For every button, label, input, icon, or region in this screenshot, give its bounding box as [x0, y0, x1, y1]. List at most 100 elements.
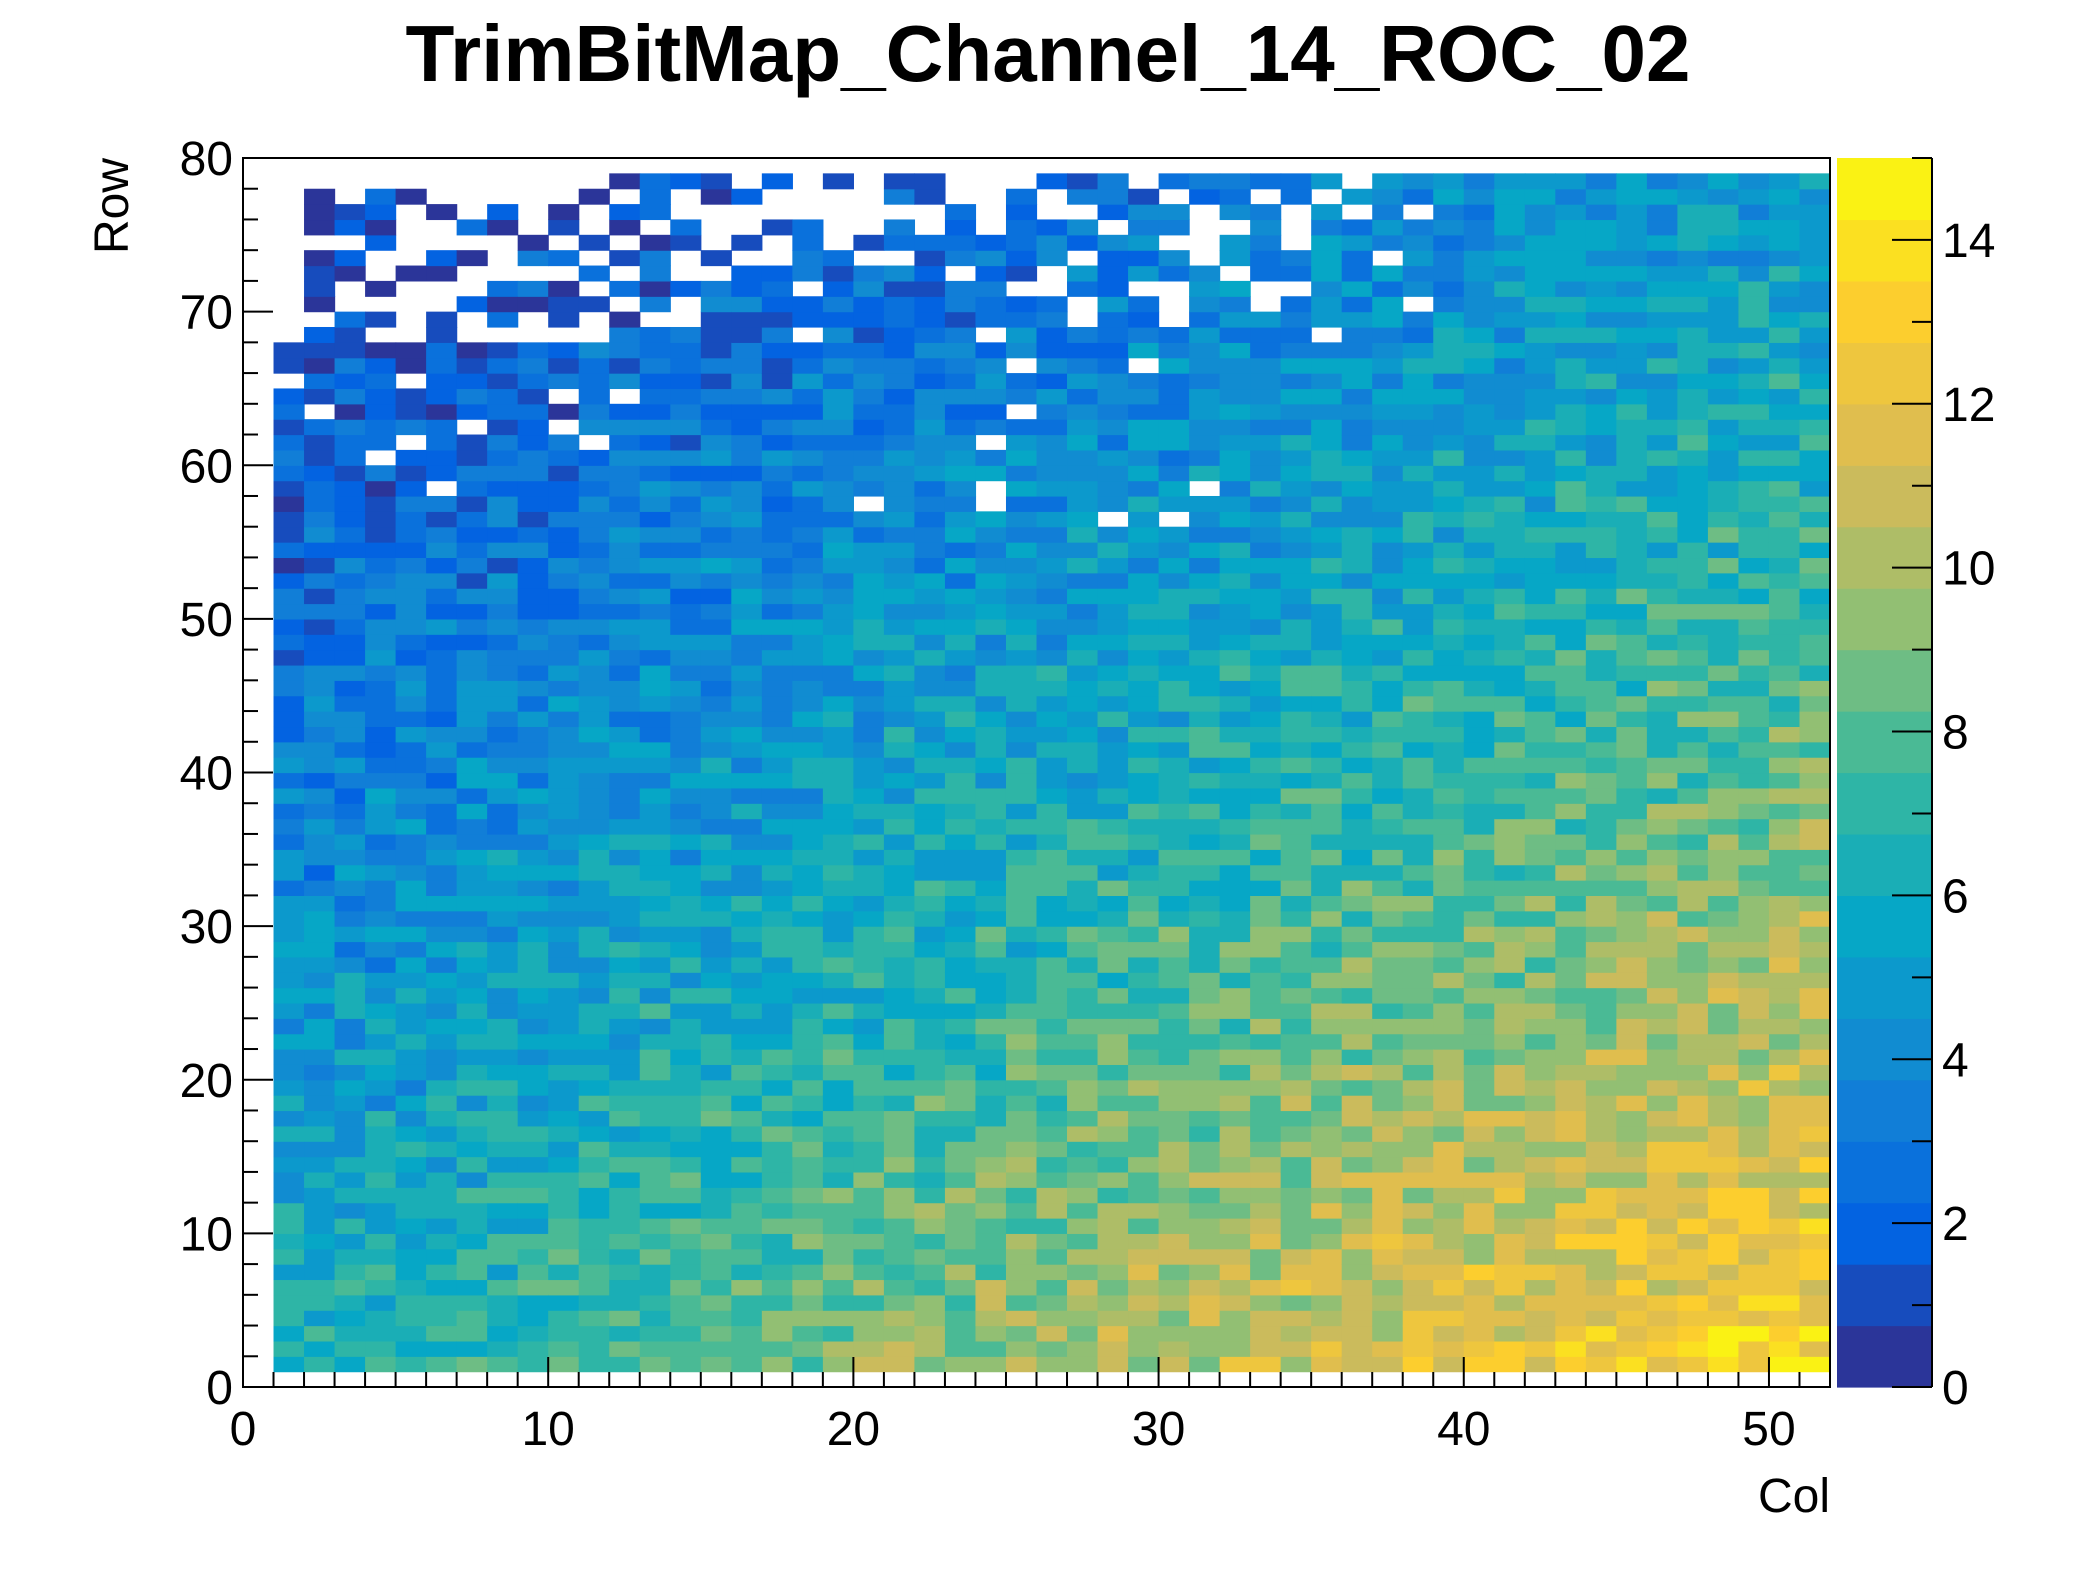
heatmap-cell — [609, 1125, 641, 1142]
heatmap-cell — [1799, 542, 1831, 559]
heatmap-cell — [304, 787, 336, 804]
heatmap-cell — [1341, 542, 1373, 559]
heatmap-cell — [822, 603, 854, 620]
heatmap-cell — [395, 634, 427, 651]
heatmap-cell — [426, 1218, 458, 1234]
heatmap-cell — [1067, 1018, 1099, 1035]
heatmap-cell — [1494, 618, 1526, 635]
heatmap-cell — [609, 680, 641, 697]
heatmap-cell — [914, 1125, 946, 1142]
heatmap-cell — [1067, 1310, 1099, 1327]
heatmap-cell — [822, 618, 854, 635]
heatmap-cell — [426, 342, 458, 359]
heatmap-cell — [1555, 1325, 1587, 1342]
heatmap-cell — [1158, 357, 1190, 374]
heatmap-cell — [395, 849, 427, 866]
heatmap-cell — [1097, 910, 1129, 927]
heatmap-cell — [853, 711, 885, 728]
heatmap-cell — [1524, 680, 1556, 697]
heatmap-cells — [273, 173, 1831, 1373]
heatmap-cell — [1677, 1171, 1709, 1188]
heatmap-cell — [487, 1264, 519, 1281]
heatmap-cell — [1128, 1233, 1160, 1250]
heatmap-cell — [944, 1294, 977, 1311]
heatmap-cell — [1585, 1079, 1617, 1096]
heatmap-cell — [1128, 326, 1160, 343]
heatmap-cell — [1280, 1325, 1312, 1342]
heatmap-cell — [365, 480, 397, 497]
heatmap-cell — [700, 480, 732, 497]
heatmap-cell — [517, 1202, 549, 1219]
heatmap-cell — [822, 741, 854, 758]
heatmap-cell — [1189, 1018, 1221, 1035]
heatmap-cell — [578, 649, 610, 666]
heatmap-cell — [1402, 250, 1434, 267]
heatmap-cell — [1311, 1202, 1343, 1219]
heatmap-cell — [1097, 1202, 1129, 1219]
heatmap-cell — [1158, 987, 1190, 1004]
heatmap-cell — [1738, 311, 1770, 328]
heatmap-cell — [1067, 373, 1099, 390]
heatmap-cell — [822, 511, 854, 528]
heatmap-cell — [1524, 1279, 1556, 1296]
heatmap-cell — [1311, 956, 1343, 973]
heatmap-cell — [1463, 1079, 1495, 1096]
heatmap-cell — [1341, 1325, 1373, 1342]
heatmap-cell — [1402, 542, 1434, 559]
heatmap-cell — [395, 419, 427, 436]
heatmap-cell — [1128, 1325, 1160, 1342]
heatmap-cell — [1768, 480, 1801, 497]
heatmap-cell — [1616, 511, 1648, 528]
heatmap-cell — [1707, 1325, 1740, 1342]
heatmap-cell — [1311, 987, 1343, 1004]
heatmap-cell — [1341, 603, 1373, 620]
heatmap-cell — [1433, 941, 1465, 958]
heatmap-cell — [395, 695, 427, 712]
heatmap-cell — [1402, 1033, 1434, 1050]
heatmap-cell — [273, 772, 305, 789]
heatmap-cell — [1524, 495, 1556, 512]
heatmap-cell — [1433, 280, 1465, 297]
heatmap-cell — [1158, 1064, 1190, 1081]
heatmap-cell — [1097, 833, 1129, 850]
heatmap-cell — [1250, 1264, 1282, 1281]
heatmap-cell — [1372, 1125, 1404, 1142]
heatmap-cell — [853, 1049, 885, 1065]
heatmap-cell — [1768, 772, 1801, 789]
heatmap-cell — [1402, 557, 1434, 574]
heatmap-cell — [1372, 265, 1404, 282]
heatmap-cell — [700, 818, 732, 835]
heatmap-cell — [1372, 1279, 1404, 1296]
heatmap-cell — [1158, 956, 1190, 973]
heatmap-cell — [1280, 634, 1312, 651]
heatmap-cell — [1250, 542, 1282, 559]
heatmap-cell — [1036, 173, 1068, 190]
heatmap-cell — [944, 1279, 977, 1296]
heatmap-cell — [1402, 572, 1434, 589]
heatmap-cell — [853, 1064, 885, 1081]
heatmap-cell — [1250, 480, 1282, 497]
heatmap-cell — [1097, 649, 1129, 666]
heatmap-cell — [304, 680, 336, 697]
heatmap-cell — [304, 941, 336, 958]
heatmap-cell — [853, 373, 885, 390]
heatmap-cell — [517, 741, 549, 758]
heatmap-cell — [1616, 634, 1648, 651]
heatmap-cell — [334, 1294, 366, 1311]
heatmap-cell — [792, 480, 824, 497]
heatmap-cell — [1036, 588, 1068, 605]
heatmap-cell — [822, 1125, 854, 1142]
heatmap-cell — [1341, 1002, 1373, 1019]
heatmap-cell — [1463, 772, 1495, 789]
heatmap-cell — [1219, 818, 1251, 835]
heatmap-cell — [1646, 864, 1678, 881]
heatmap-cell — [1189, 311, 1221, 328]
heatmap-cell — [1463, 849, 1495, 866]
heatmap-cell — [639, 926, 671, 943]
heatmap-cell — [1219, 204, 1251, 221]
heatmap-cell — [700, 572, 732, 589]
y-tick-label: 40 — [180, 748, 233, 801]
heatmap-cell — [1128, 803, 1160, 820]
heatmap-cell — [822, 926, 854, 943]
heatmap-cell — [1646, 972, 1678, 989]
